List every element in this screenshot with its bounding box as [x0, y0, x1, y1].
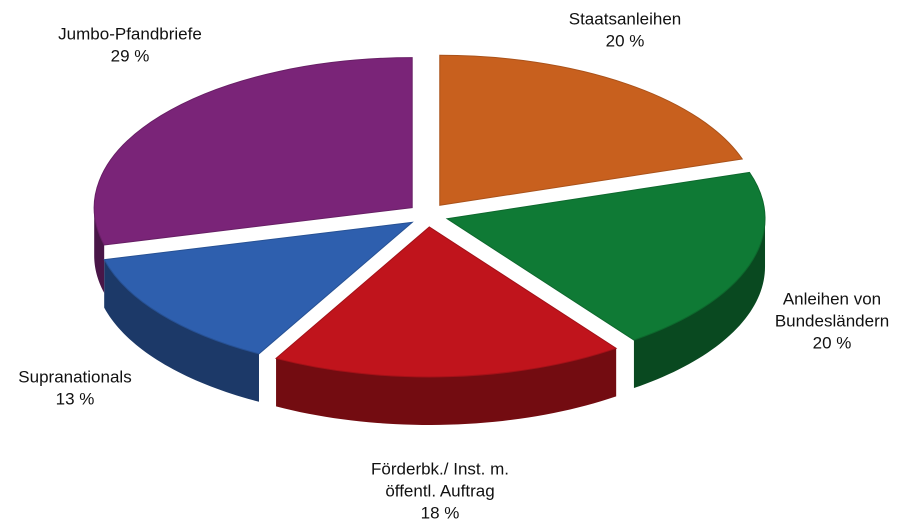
- slice-label: Jumbo-Pfandbriefe: [58, 24, 202, 43]
- slice-side: [276, 348, 617, 425]
- slice: [93, 57, 413, 246]
- value-label: 13 %: [56, 389, 95, 408]
- slice-label: Anleihen von: [783, 289, 881, 308]
- slice-side: [633, 218, 766, 389]
- value-label: 29 %: [111, 46, 150, 65]
- slice-label: Bundesländern: [775, 311, 889, 330]
- value-label: 20 %: [606, 31, 645, 50]
- slice-label: Supranationals: [18, 367, 131, 386]
- slice-side: [104, 259, 259, 402]
- slice-label: Staatsanleihen: [569, 9, 681, 28]
- slice: [445, 171, 766, 341]
- slice: [275, 226, 618, 378]
- slice: [103, 221, 414, 355]
- slice-label: öffentl. Auftrag: [385, 481, 494, 500]
- slice-side: [94, 207, 105, 293]
- slice-label: Förderbk./ Inst. m.: [371, 459, 509, 478]
- value-label: 20 %: [813, 333, 852, 352]
- value-label: 18 %: [421, 503, 460, 522]
- slice: [439, 54, 744, 206]
